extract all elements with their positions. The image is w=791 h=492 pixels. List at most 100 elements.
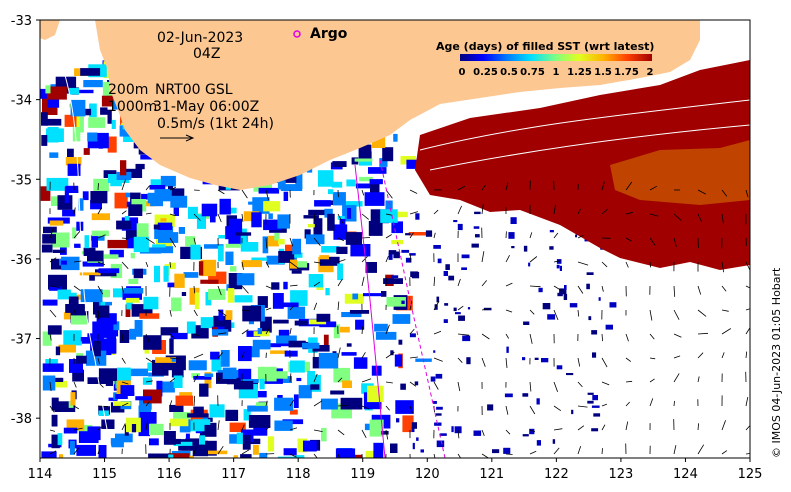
sst-pixel — [110, 402, 125, 413]
sst-pixel — [411, 427, 415, 432]
sst-pixel — [262, 236, 269, 254]
sst-pixel — [255, 391, 267, 398]
sst-pixel — [65, 185, 79, 193]
sst-pixel — [453, 307, 457, 312]
current-vector — [289, 284, 298, 287]
current-vector — [337, 453, 340, 458]
sst-pixel — [204, 372, 212, 389]
current-vector — [49, 227, 54, 239]
sst-pixel — [455, 312, 461, 315]
sst-pixel — [133, 268, 143, 279]
sst-pixel — [522, 393, 529, 397]
sst-pixel — [169, 404, 184, 412]
sst-pixel — [433, 245, 441, 249]
sst-pixel — [201, 203, 218, 217]
current-vector — [409, 381, 417, 387]
sst-pixel — [48, 274, 67, 290]
sst-pixel — [152, 244, 166, 248]
sst-pixel — [233, 455, 238, 458]
current-vector — [241, 309, 251, 312]
sst-pixel — [273, 319, 289, 324]
sst-pixel — [175, 395, 193, 406]
sst-pixel — [228, 235, 248, 245]
sst-pixel — [61, 256, 80, 271]
current-vector — [553, 232, 559, 239]
sst-pixel — [69, 87, 80, 95]
header-time: 04Z — [193, 46, 220, 62]
sst-pixel — [392, 314, 411, 324]
sst-pixel — [206, 450, 228, 455]
sst-pixel — [492, 449, 500, 454]
current-vector — [361, 429, 367, 438]
sst-pixel — [345, 201, 363, 207]
current-vector — [529, 429, 536, 433]
sst-pixel — [308, 209, 330, 216]
current-vector — [49, 309, 57, 318]
current-vector — [337, 347, 341, 359]
current-vector — [673, 309, 680, 320]
sst-pixel — [587, 400, 594, 404]
recent-sst-region — [415, 60, 750, 270]
sst-pixel — [140, 154, 158, 160]
current-vector — [601, 424, 606, 431]
sst-pixel — [296, 377, 302, 382]
x-axis: 114 115 116 117 118 119 120 121 122 123 124 125 — [28, 458, 762, 482]
sst-pixel — [341, 312, 362, 318]
sst-pixel — [187, 413, 209, 418]
current-vector — [121, 179, 126, 191]
sst-pixel — [83, 80, 103, 88]
current-vector — [697, 332, 709, 335]
sst-pixel — [381, 430, 389, 435]
sst-pixel — [76, 355, 87, 364]
current-vector — [73, 381, 77, 388]
sst-pixel — [391, 275, 399, 278]
sst-pixel — [149, 438, 159, 446]
sst-pixel — [370, 183, 380, 197]
current-vector — [361, 189, 365, 196]
sst-pixel — [318, 352, 339, 369]
sst-pixel — [382, 147, 394, 162]
sst-pixel — [364, 423, 372, 431]
sst-pixel — [259, 378, 265, 390]
orange-sst-patch — [610, 140, 750, 205]
sst-pixel — [93, 178, 109, 192]
colorbar-tick-label: 0.5 — [500, 67, 518, 78]
sst-pixel — [82, 191, 89, 201]
sst-pixel — [391, 240, 404, 245]
sst-pixel — [115, 433, 133, 443]
colorbar-tick-label: 1 — [553, 67, 560, 78]
sst-pixel — [67, 292, 77, 298]
sst-pixel — [291, 270, 302, 274]
current-vector — [361, 276, 365, 287]
sst-pixel — [185, 433, 190, 443]
sst-pixel — [400, 383, 406, 390]
sst-pixel — [319, 256, 340, 266]
sst-pixel — [51, 414, 58, 427]
current-vector — [625, 261, 629, 268]
sst-pixel — [225, 310, 233, 320]
sst-pixel — [609, 302, 617, 308]
colorbar-tick-label: 0.25 — [473, 67, 498, 78]
x-tick-label: 117 — [221, 467, 246, 482]
sst-pixel — [69, 440, 75, 455]
sst-pixel — [149, 423, 164, 436]
current-vector — [481, 453, 490, 458]
sst-pixel — [200, 317, 214, 329]
sst-pixel — [96, 313, 117, 325]
current-vector — [673, 445, 677, 455]
sst-pixel — [405, 233, 411, 236]
sst-pixel — [87, 426, 101, 441]
current-vector — [193, 237, 196, 245]
sst-pixel — [283, 448, 297, 456]
sst-pixel — [552, 439, 556, 444]
sst-pixel — [234, 295, 253, 303]
sst-pixel — [110, 181, 122, 187]
colorbar-tick-label: 0.75 — [520, 67, 545, 78]
sst-pixel — [303, 215, 319, 219]
sst-pixel — [218, 235, 228, 239]
sst-pixel — [342, 380, 352, 388]
sst-pixel — [435, 373, 443, 379]
sst-pixel — [70, 392, 76, 406]
current-vector — [337, 213, 344, 224]
sst-pixel — [511, 246, 515, 249]
